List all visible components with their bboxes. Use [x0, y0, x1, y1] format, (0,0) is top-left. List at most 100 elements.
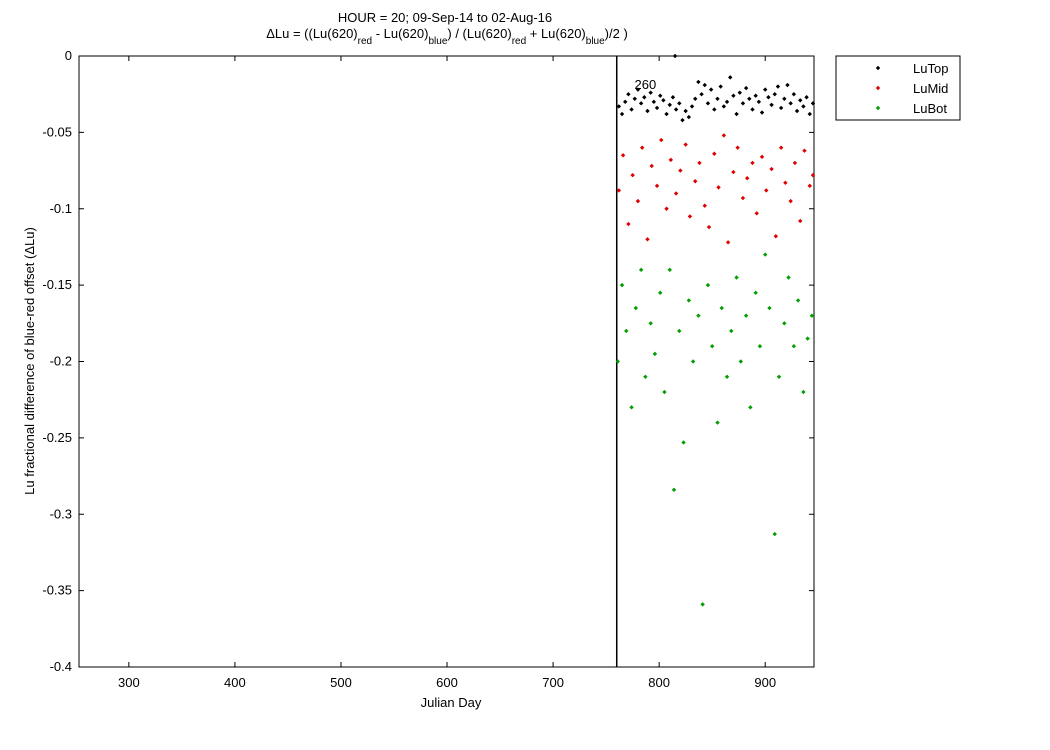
point — [672, 53, 678, 59]
subtitle-part: ΔLu = ((Lu(620) — [266, 26, 357, 41]
y-tick-label: -0.2 — [50, 354, 72, 369]
y-tick-label: -0.05 — [42, 124, 72, 139]
x-axis-label: Julian Day — [421, 695, 482, 710]
point — [693, 179, 698, 184]
point — [620, 153, 626, 158]
point — [671, 487, 677, 493]
point — [750, 160, 755, 166]
point — [792, 160, 798, 166]
point — [719, 305, 724, 311]
point — [700, 602, 705, 607]
point — [654, 183, 660, 189]
point — [794, 108, 800, 114]
point — [809, 313, 815, 318]
point — [645, 108, 650, 114]
point — [673, 191, 679, 196]
point — [801, 389, 806, 395]
point — [642, 95, 647, 100]
point — [788, 198, 793, 204]
subtitle-part: - Lu(620) — [372, 26, 428, 41]
point — [734, 275, 739, 280]
point — [772, 91, 777, 97]
x-tick-label: 400 — [224, 675, 246, 690]
legend-label: LuMid — [913, 81, 948, 96]
point — [744, 176, 750, 181]
y-tick-label: -0.25 — [42, 430, 72, 445]
point — [778, 105, 784, 111]
point — [619, 111, 625, 117]
point — [659, 137, 664, 143]
point — [652, 351, 658, 357]
point — [632, 96, 637, 101]
point — [729, 328, 734, 334]
point — [687, 214, 693, 219]
x-tick-label: 900 — [754, 675, 776, 690]
legend-marker — [875, 65, 881, 71]
point — [740, 195, 746, 201]
point — [763, 252, 768, 257]
point — [705, 101, 711, 106]
point — [649, 163, 654, 169]
point — [648, 321, 653, 326]
point — [748, 405, 753, 410]
point — [724, 374, 730, 379]
point — [753, 290, 758, 295]
legend-label: LuTop — [913, 61, 948, 76]
x-tick-label: 800 — [648, 675, 670, 690]
point — [791, 91, 797, 97]
point — [764, 188, 769, 193]
point — [712, 151, 717, 156]
point — [810, 101, 816, 106]
point — [638, 101, 644, 106]
point — [734, 111, 739, 117]
point — [690, 359, 696, 364]
point — [639, 145, 645, 150]
annotation: 260 — [635, 77, 657, 92]
point — [756, 99, 762, 105]
point — [616, 104, 622, 109]
subtitle-part: red — [358, 36, 372, 47]
point — [615, 359, 620, 364]
point — [635, 198, 641, 204]
point — [763, 87, 768, 92]
subtitle-part: blue — [586, 36, 605, 47]
point — [643, 374, 648, 379]
point — [738, 359, 744, 364]
subtitle-part: red — [512, 36, 526, 47]
point — [724, 99, 730, 105]
point — [776, 374, 782, 379]
point — [798, 218, 803, 224]
point — [705, 282, 711, 288]
point — [697, 160, 702, 166]
point — [708, 87, 714, 92]
point — [678, 168, 683, 173]
point — [750, 107, 755, 112]
point — [654, 105, 660, 111]
point — [696, 313, 701, 318]
point — [735, 145, 740, 150]
point — [759, 110, 765, 115]
point — [624, 328, 629, 334]
point — [754, 211, 759, 216]
point — [795, 298, 801, 303]
y-tick-label: 0 — [65, 48, 72, 63]
point — [638, 267, 644, 273]
point — [778, 145, 784, 150]
point — [623, 99, 628, 105]
point — [788, 101, 793, 106]
point — [785, 82, 790, 88]
point — [743, 85, 749, 91]
point — [683, 108, 688, 114]
y-tick-label: -0.3 — [50, 506, 72, 521]
point — [716, 185, 721, 190]
subtitle-part: ) / (Lu(620) — [447, 26, 511, 41]
point — [667, 267, 672, 273]
point — [737, 90, 742, 95]
x-tick-label: 600 — [436, 675, 458, 690]
point — [658, 93, 663, 98]
point — [805, 336, 810, 341]
point — [633, 305, 639, 311]
point — [718, 84, 723, 89]
point — [689, 104, 695, 109]
